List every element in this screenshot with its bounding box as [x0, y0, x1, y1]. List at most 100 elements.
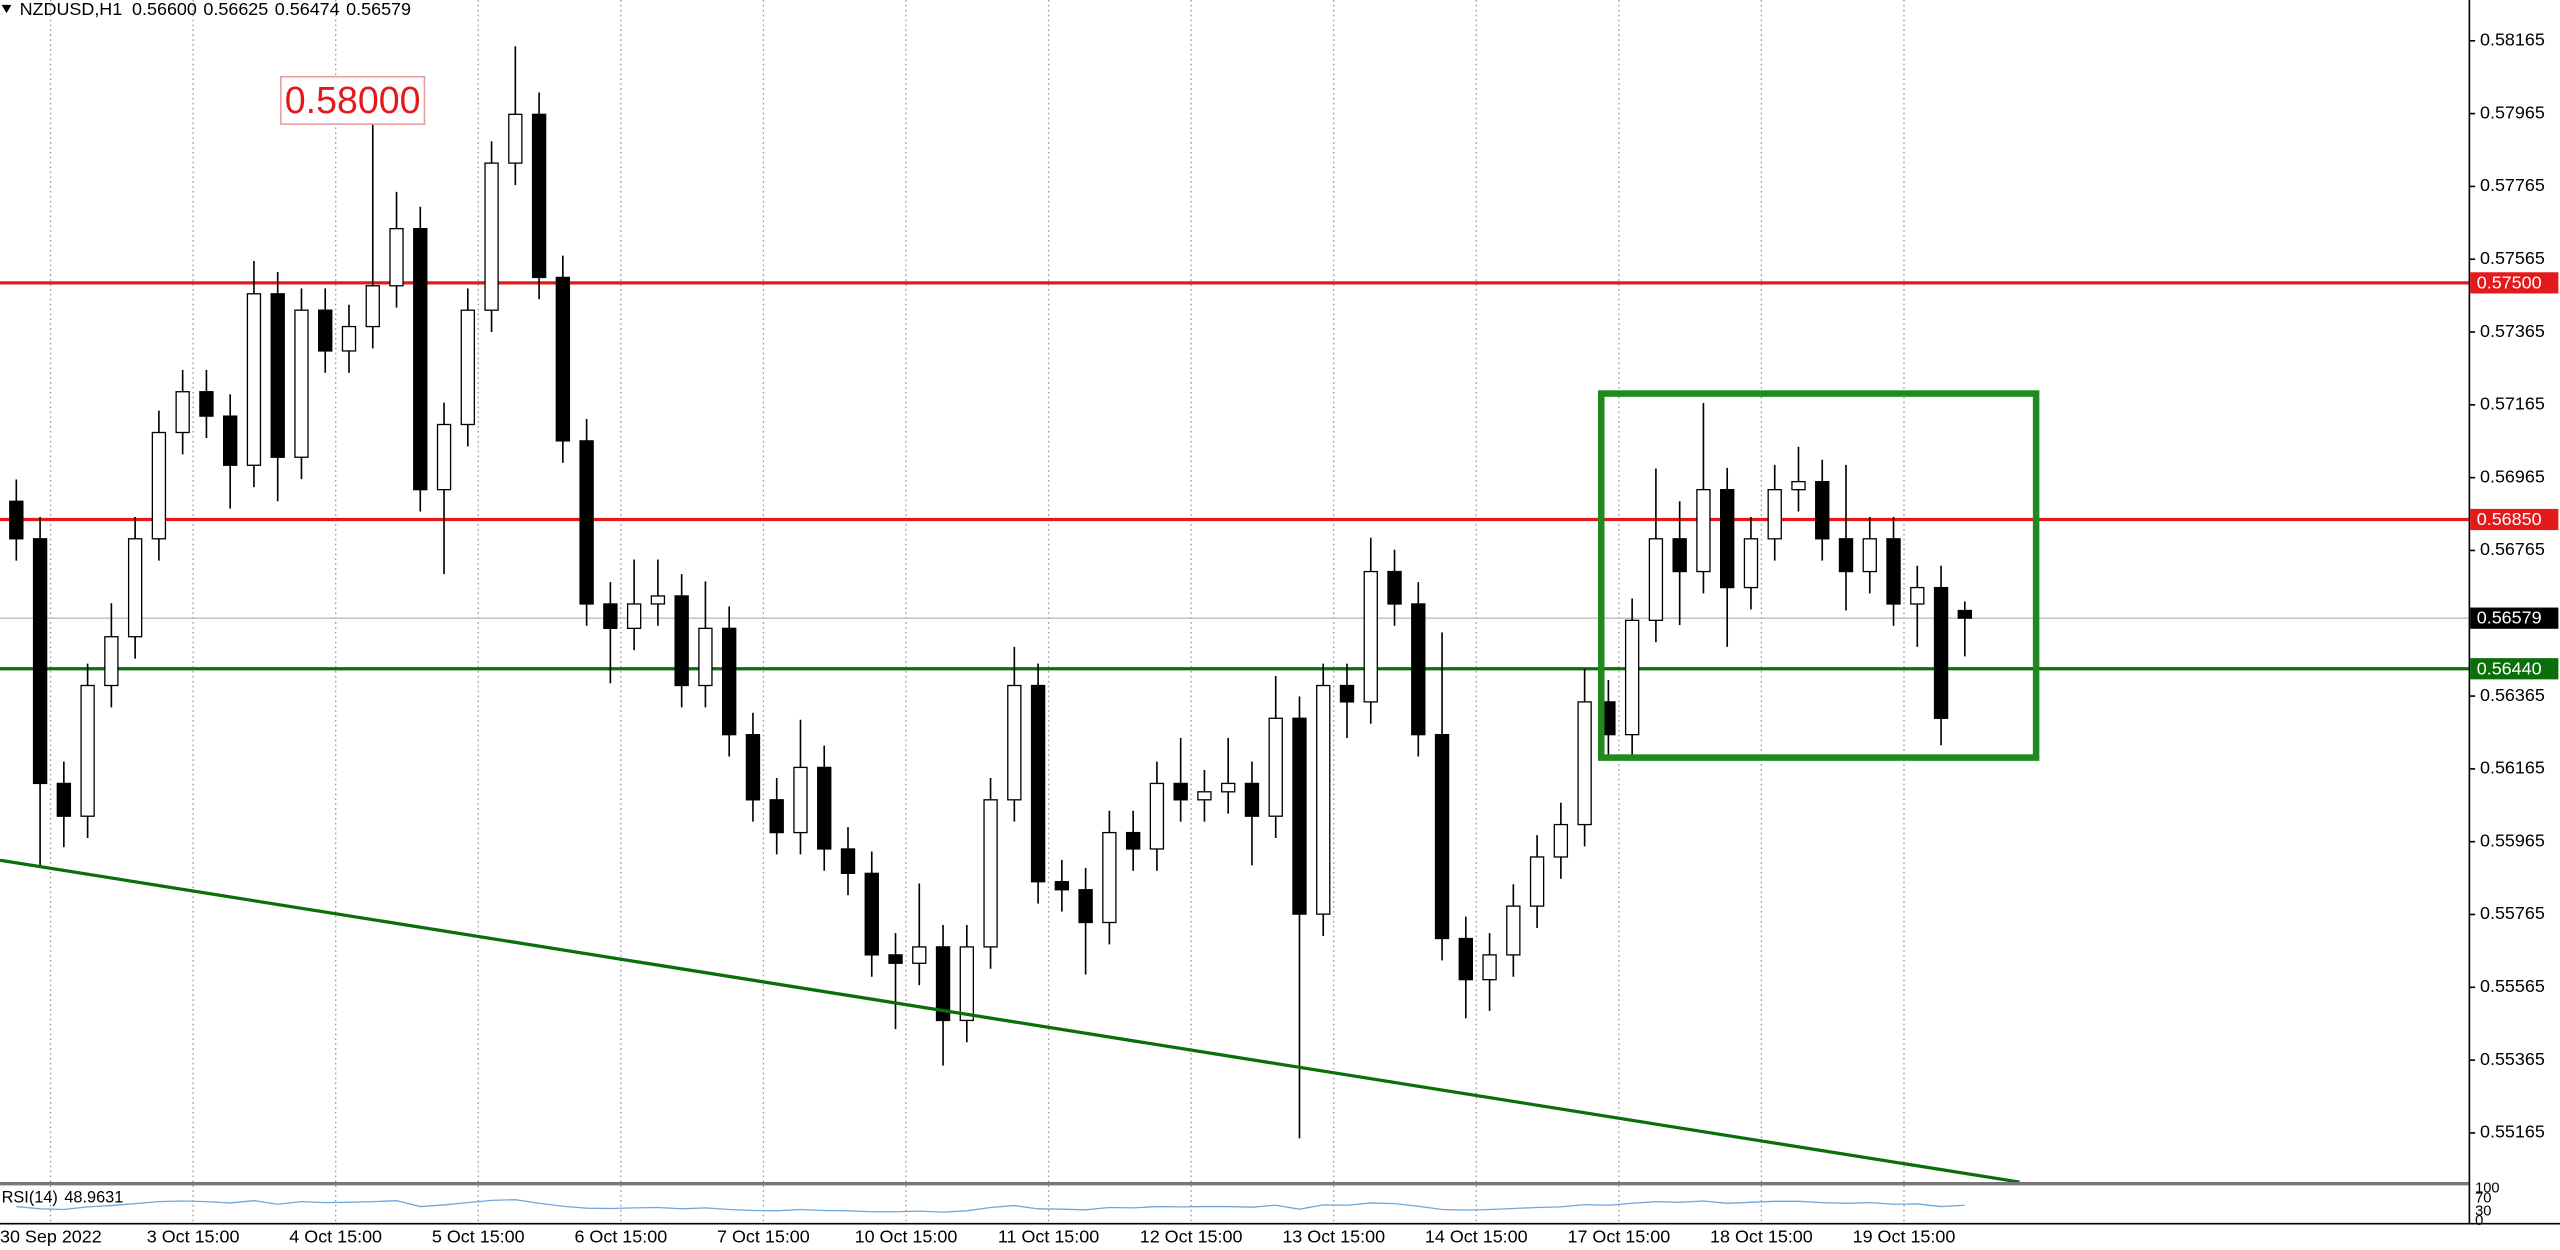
x-tick-label: 3 Oct 15:00: [147, 1226, 240, 1246]
level-tag: [2470, 272, 2559, 294]
candle-body: [1910, 586, 1925, 605]
candle-body: [1553, 823, 1569, 858]
x-tick-label: 4 Oct 15:00: [289, 1226, 382, 1246]
level-label: 0.57500: [2477, 272, 2542, 292]
candle-body: [9, 500, 24, 540]
candle-body: [1791, 480, 1806, 491]
low: 0.56474: [275, 0, 340, 19]
x-tick-label: 5 Oct 15:00: [432, 1226, 525, 1246]
candle-body: [1125, 831, 1141, 850]
candle-body: [246, 293, 262, 466]
candle-body: [32, 538, 48, 785]
rsi-last: 48.9631: [64, 1189, 123, 1207]
candle-body: [413, 227, 428, 491]
candle-body: [1624, 619, 1640, 736]
candle-body: [1482, 954, 1497, 981]
candle-body: [1102, 831, 1117, 924]
x-tick-label: 14 Oct 15:00: [1425, 1226, 1528, 1246]
level-tag: [2470, 508, 2559, 531]
candle-body: [56, 782, 72, 817]
x-tick-label: 19 Oct 15:00: [1853, 1226, 1956, 1246]
y-tick-label: 0.57565: [2480, 248, 2545, 268]
y-tick-label: 0.57965: [2480, 102, 2545, 122]
y-tick-label: 0.56965: [2480, 466, 2545, 486]
candle-body: [698, 627, 713, 687]
candle-body: [294, 309, 309, 458]
candle-body: [1743, 538, 1759, 589]
y-tick-label: 0.57365: [2480, 321, 2545, 341]
y-tick-label: 0.55165: [2480, 1122, 2545, 1142]
candle-body: [1672, 538, 1687, 573]
range-box: [1597, 390, 2040, 761]
candle-body: [840, 848, 856, 875]
annotation-box: [280, 75, 426, 125]
y-tick-label: 0.55965: [2480, 830, 2545, 850]
candle-body: [389, 227, 404, 287]
candle-body: [508, 113, 523, 164]
candle-body: [817, 766, 832, 850]
x-tick-label: 17 Oct 15:00: [1567, 1226, 1670, 1246]
rsi-tick-label: 0: [2475, 1213, 2483, 1229]
y-tick-label: 0.55365: [2480, 1049, 2545, 1069]
candle-body: [721, 627, 737, 736]
candle-body: [626, 603, 642, 630]
rsi-name: RSI(14): [2, 1189, 58, 1207]
candle-body: [1506, 905, 1521, 956]
rsi-tick-label: 30: [2475, 1203, 2491, 1219]
header-text: NZDUSD,H1 0.56600 0.56625 0.56474 0.56579: [20, 0, 411, 19]
candle-body: [1221, 782, 1236, 793]
symbol: NZDUSD,H1: [20, 0, 123, 19]
y-tick-label: 0.55765: [2480, 903, 2545, 923]
candle-body: [769, 799, 784, 834]
candle-body: [650, 595, 666, 605]
candle-body: [1387, 570, 1402, 605]
candle-body: [151, 431, 167, 540]
candle-body: [959, 946, 974, 1022]
level-label: 0.56440: [2477, 658, 2542, 678]
level-label: 0.56579: [2477, 608, 2542, 628]
candle-body: [555, 276, 571, 442]
rsi-tick-label: 70: [2475, 1190, 2491, 1206]
candle-body: [1030, 684, 1046, 883]
candle-body: [436, 423, 452, 491]
candle-body: [1577, 701, 1592, 826]
candle-body: [318, 309, 333, 352]
annotation: 0.58000: [285, 79, 421, 121]
y-tick-label: 0.57165: [2480, 394, 2545, 414]
x-tick-label: 7 Oct 15:00: [717, 1226, 810, 1246]
x-tick-label: 13 Oct 15:00: [1282, 1226, 1385, 1246]
candle-body: [199, 391, 214, 417]
candle-body: [222, 415, 238, 466]
candle-body: [1173, 782, 1188, 801]
candle-body: [1815, 480, 1830, 540]
level-tag: [2470, 607, 2559, 629]
y-tick-label: 0.56765: [2480, 539, 2545, 559]
candle-body: [674, 595, 689, 687]
candle-body: [1648, 538, 1664, 621]
y-tick-label: 0.57765: [2480, 175, 2545, 195]
candle-body: [1149, 782, 1165, 850]
y-tick-label: 0.56165: [2480, 758, 2545, 778]
candle-body: [1957, 609, 1973, 619]
candle-body: [579, 440, 594, 605]
candle-body: [1316, 684, 1331, 915]
candle-body: [864, 872, 879, 956]
candle-body: [1411, 603, 1426, 736]
x-tick-label: 6 Oct 15:00: [574, 1226, 667, 1246]
level-tag: [2470, 658, 2559, 680]
candle-body: [1268, 717, 1283, 817]
candle-body: [1767, 489, 1782, 540]
y-tick-label: 0.58165: [2480, 30, 2545, 50]
candle-body: [912, 946, 927, 964]
candle-body: [1197, 791, 1212, 801]
candle-body: [793, 766, 808, 834]
candle-body: [127, 538, 143, 638]
rsi-tick-label: 100: [2475, 1180, 2500, 1196]
candle-body: [1862, 538, 1877, 573]
candle-body: [104, 636, 119, 687]
candle-body: [270, 293, 285, 458]
candle-body: [1458, 937, 1473, 981]
candle-body: [1886, 538, 1901, 605]
